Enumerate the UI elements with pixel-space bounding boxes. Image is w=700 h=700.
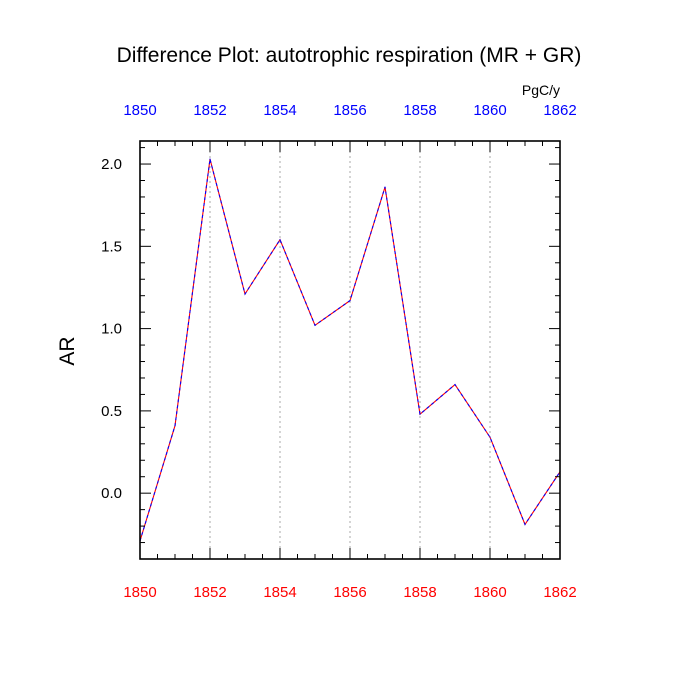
x-tick-label-top: 1860 — [473, 102, 506, 119]
series-layer — [139, 158, 561, 542]
tick-layer — [139, 141, 561, 559]
data-point — [314, 324, 316, 326]
data-point — [209, 158, 211, 160]
x-tick-label-top: 1856 — [333, 102, 366, 119]
x-tick-label-top: 1854 — [263, 102, 296, 119]
grid-layer — [209, 141, 491, 559]
x-tick-label-bottom: 1854 — [263, 584, 296, 601]
data-point — [454, 383, 456, 386]
x-tick-label-bottom: 1860 — [473, 584, 506, 601]
y-tick-label: 1.0 — [101, 321, 122, 338]
x-tick-label-top: 1862 — [543, 102, 576, 119]
x-tick-label-bottom: 1858 — [403, 584, 436, 601]
data-point — [174, 425, 176, 427]
y-tick-label: 0.5 — [101, 403, 122, 420]
data-point — [384, 186, 386, 188]
data-point — [349, 300, 351, 302]
x-tick-label-bottom: 1850 — [123, 584, 156, 601]
chart-title: Difference Plot: autotrophic respiration… — [117, 44, 582, 67]
y-tick-label: 0.0 — [101, 485, 122, 502]
y-tick-label: 1.5 — [101, 238, 122, 255]
y-tick-label: 2.0 — [101, 156, 122, 173]
x-tick-label-bottom: 1852 — [193, 584, 226, 601]
x-tick-label-top: 1858 — [403, 102, 436, 119]
data-point — [244, 293, 246, 295]
x-tick-label-bottom: 1862 — [543, 584, 576, 601]
data-point — [279, 239, 281, 241]
data-point — [489, 436, 491, 438]
x-tick-label-top: 1850 — [123, 102, 156, 119]
x-tick-label-bottom: 1856 — [333, 584, 366, 601]
data-point — [419, 413, 421, 415]
data-point — [524, 523, 526, 526]
y-axis-label: AR — [56, 336, 79, 365]
units-label: PgC/y — [522, 82, 560, 98]
label-layer: 1850 1850 1852 1852 1854 1854 1856 1856 1858 1858… — [101, 102, 577, 601]
x-tick-label-top: 1852 — [193, 102, 226, 119]
